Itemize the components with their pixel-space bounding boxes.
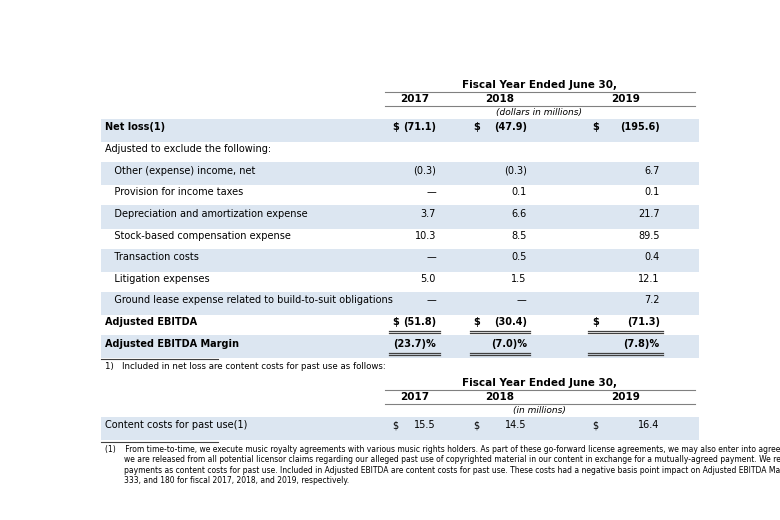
Text: Provision for income taxes: Provision for income taxes xyxy=(105,187,243,197)
Text: —: — xyxy=(427,187,436,197)
Text: Depreciation and amortization expense: Depreciation and amortization expense xyxy=(105,209,307,219)
Text: 1)   Included in net loss are content costs for past use as follows:: 1) Included in net loss are content cost… xyxy=(105,362,385,371)
Text: (1)    From time-to-time, we execute music royalty agreements with various music: (1) From time-to-time, we execute music … xyxy=(105,445,780,454)
Text: —: — xyxy=(427,252,436,262)
Text: $: $ xyxy=(473,420,480,431)
Text: 2018: 2018 xyxy=(486,392,515,402)
Bar xyxy=(101,205,699,229)
Text: 2017: 2017 xyxy=(399,392,429,402)
Text: 2019: 2019 xyxy=(612,94,640,104)
Text: Adjusted EBITDA Margin: Adjusted EBITDA Margin xyxy=(105,339,239,349)
Text: (51.8): (51.8) xyxy=(403,317,436,327)
Text: Transaction costs: Transaction costs xyxy=(105,252,199,262)
Text: Stock-based compensation expense: Stock-based compensation expense xyxy=(105,230,291,241)
Text: $: $ xyxy=(473,317,480,327)
Text: 6.6: 6.6 xyxy=(512,209,526,219)
Text: 10.3: 10.3 xyxy=(415,230,436,241)
Text: Litigation expenses: Litigation expenses xyxy=(105,274,209,284)
Text: 0.5: 0.5 xyxy=(512,252,526,262)
Text: 15.5: 15.5 xyxy=(414,420,436,431)
Text: (7.0)%: (7.0)% xyxy=(491,339,526,349)
Text: 5.0: 5.0 xyxy=(420,274,436,284)
Text: (23.7)%: (23.7)% xyxy=(393,339,436,349)
Text: 12.1: 12.1 xyxy=(638,274,660,284)
Text: Other (expense) income, net: Other (expense) income, net xyxy=(105,166,255,176)
Text: 14.5: 14.5 xyxy=(505,420,526,431)
Text: payments as content costs for past use. Included in Adjusted EBITDA are content : payments as content costs for past use. … xyxy=(105,465,780,475)
Text: Fiscal Year Ended June 30,: Fiscal Year Ended June 30, xyxy=(462,81,617,90)
Text: (47.9): (47.9) xyxy=(494,123,526,133)
Text: 21.7: 21.7 xyxy=(638,209,660,219)
Text: (0.3): (0.3) xyxy=(504,166,526,176)
Text: 89.5: 89.5 xyxy=(638,230,660,241)
Text: 0.1: 0.1 xyxy=(644,187,660,197)
Text: Fiscal Year Ended June 30,: Fiscal Year Ended June 30, xyxy=(462,379,617,388)
Text: 0.4: 0.4 xyxy=(644,252,660,262)
Text: —: — xyxy=(517,295,526,305)
Text: (0.3): (0.3) xyxy=(413,166,436,176)
Text: 333, and 180 for fiscal 2017, 2018, and 2019, respectively.: 333, and 180 for fiscal 2017, 2018, and … xyxy=(105,476,349,485)
Text: (195.6): (195.6) xyxy=(620,123,660,133)
Text: 8.5: 8.5 xyxy=(512,230,526,241)
Text: $: $ xyxy=(392,123,399,133)
Bar xyxy=(101,162,699,185)
Text: (30.4): (30.4) xyxy=(494,317,526,327)
Text: (7.8)%: (7.8)% xyxy=(623,339,660,349)
Text: 16.4: 16.4 xyxy=(638,420,660,431)
Bar xyxy=(101,292,699,315)
Text: Adjusted to exclude the following:: Adjusted to exclude the following: xyxy=(105,144,271,154)
Bar xyxy=(101,417,699,440)
Text: we are released from all potential licensor claims regarding our alleged past us: we are released from all potential licen… xyxy=(105,455,780,464)
Text: 2017: 2017 xyxy=(399,94,429,104)
Text: $: $ xyxy=(392,317,399,327)
Text: $: $ xyxy=(592,420,598,431)
Text: Net loss(1): Net loss(1) xyxy=(105,123,165,133)
Text: (71.1): (71.1) xyxy=(403,123,436,133)
Text: —: — xyxy=(427,295,436,305)
Bar xyxy=(101,119,699,142)
Text: $: $ xyxy=(592,317,599,327)
Bar xyxy=(101,335,699,358)
Text: $: $ xyxy=(592,123,599,133)
Text: 0.1: 0.1 xyxy=(512,187,526,197)
Text: Adjusted EBITDA: Adjusted EBITDA xyxy=(105,317,197,327)
Bar xyxy=(101,249,699,272)
Text: (71.3): (71.3) xyxy=(626,317,660,327)
Text: Content costs for past use(1): Content costs for past use(1) xyxy=(105,420,247,431)
Text: 1.5: 1.5 xyxy=(512,274,526,284)
Text: $: $ xyxy=(473,123,480,133)
Text: 3.7: 3.7 xyxy=(420,209,436,219)
Text: 2019: 2019 xyxy=(612,392,640,402)
Text: (in millions): (in millions) xyxy=(513,406,566,414)
Text: (dollars in millions): (dollars in millions) xyxy=(496,108,583,116)
Text: 6.7: 6.7 xyxy=(644,166,660,176)
Text: $: $ xyxy=(392,420,399,431)
Text: Ground lease expense related to build-to-suit obligations: Ground lease expense related to build-to… xyxy=(105,295,392,305)
Text: 7.2: 7.2 xyxy=(644,295,660,305)
Text: 2018: 2018 xyxy=(486,94,515,104)
